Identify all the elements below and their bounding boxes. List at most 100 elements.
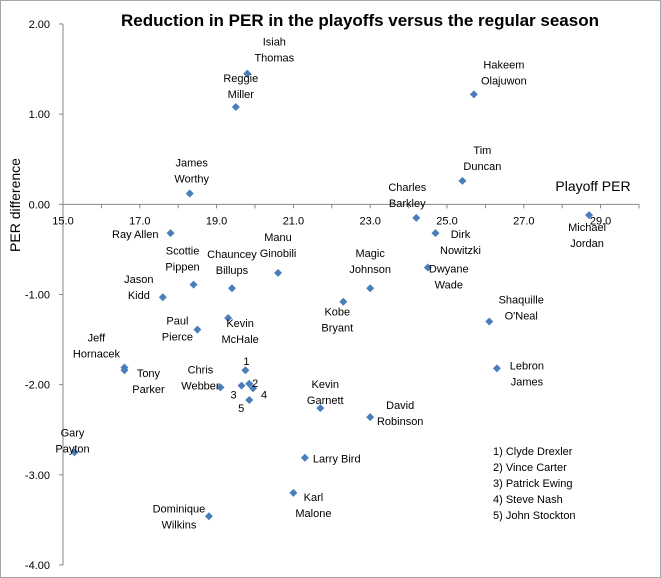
point-labels: Isiah Thomas Reggie Miller Hakeem Olajuwon Jam… xyxy=(55,37,606,532)
legend-entry: 5) John Stockton xyxy=(493,510,576,522)
point-label: Manu xyxy=(264,232,292,244)
x-tick-label: 25.0 xyxy=(436,215,457,227)
point-label: Tim xyxy=(473,145,491,157)
y-tick-label: -2.00 xyxy=(25,380,50,392)
point-label: 5 xyxy=(238,403,244,415)
point-label: Payton xyxy=(55,443,89,455)
point-label: Gary xyxy=(61,427,85,439)
point-label: Isiah xyxy=(263,37,286,49)
data-point xyxy=(185,189,194,198)
x-tick-label: 19.0 xyxy=(206,215,227,227)
data-point xyxy=(492,364,501,373)
x-axis-title: Playoff PER xyxy=(555,178,630,194)
data-point xyxy=(231,102,240,111)
y-axis-title: PER difference xyxy=(7,158,23,252)
x-tick-label: 21.0 xyxy=(283,215,304,227)
y-tick-label: 0.00 xyxy=(29,199,50,211)
point-label: Jordan xyxy=(570,238,604,250)
data-point xyxy=(204,512,213,521)
point-label: Billups xyxy=(216,265,249,277)
point-label: Jeff xyxy=(88,333,106,345)
y-tick-label: -1.00 xyxy=(25,290,50,302)
point-label: Ginobili xyxy=(260,248,297,260)
point-label: Dirk xyxy=(451,229,471,241)
data-point xyxy=(189,280,198,289)
data-point xyxy=(237,381,246,390)
data-point xyxy=(423,263,432,272)
data-point xyxy=(412,213,421,222)
point-label: Kevin xyxy=(312,379,340,391)
y-tick-label: -3.00 xyxy=(25,470,50,482)
point-label: Chris xyxy=(188,364,214,376)
point-label: Garnett xyxy=(307,395,344,407)
legend-entry: 4) Steve Nash xyxy=(493,494,563,506)
point-label: Ray Allen xyxy=(112,229,158,241)
point-label: McHale xyxy=(221,334,258,346)
data-point xyxy=(227,284,236,293)
data-point xyxy=(166,229,175,238)
point-label: Scottie xyxy=(166,246,200,258)
point-label: Olajuwon xyxy=(481,75,527,87)
point-label: Shaquille xyxy=(499,295,544,307)
point-label: Bryant xyxy=(321,323,353,335)
point-label: Barkley xyxy=(389,198,426,210)
data-point xyxy=(366,284,375,293)
point-label: Larry Bird xyxy=(313,454,361,466)
x-tick-label: 17.0 xyxy=(129,215,150,227)
legend: 1) Clyde Drexler 2) Vince Carter 3) Patric… xyxy=(493,446,576,522)
legend-entry: 3) Patrick Ewing xyxy=(493,478,572,490)
point-label: O'Neal xyxy=(505,311,538,323)
data-point xyxy=(485,317,494,326)
data-point xyxy=(216,383,225,392)
point-label: James xyxy=(176,158,209,170)
data-point xyxy=(224,313,233,322)
point-label: 4 xyxy=(261,389,267,401)
data-point xyxy=(245,379,254,388)
x-tick-label: 29.0 xyxy=(590,215,611,227)
point-label: Thomas xyxy=(254,53,294,65)
point-label: Reggie xyxy=(223,73,258,85)
point-label: Webber xyxy=(181,380,220,392)
point-label: Paul xyxy=(166,316,188,328)
legend-entry: 2) Vince Carter xyxy=(493,462,567,474)
point-label: Karl xyxy=(304,492,324,504)
data-point xyxy=(366,413,375,422)
data-point xyxy=(289,488,298,497)
y-tick-label: -4.00 xyxy=(25,560,50,572)
point-label: Wilkins xyxy=(161,519,196,531)
x-tick-label: 15.0 xyxy=(52,215,73,227)
point-label: Charles xyxy=(388,182,426,194)
point-label: Jason xyxy=(124,274,153,286)
point-label: Tony xyxy=(137,368,161,380)
data-point xyxy=(316,404,325,413)
data-point xyxy=(70,448,79,457)
point-label: Johnson xyxy=(349,264,391,276)
chart-title: Reduction in PER in the playoffs versus … xyxy=(121,11,599,30)
point-label: Dwyane xyxy=(429,263,469,275)
data-point xyxy=(339,297,348,306)
point-label: David xyxy=(386,400,414,412)
point-label: Kidd xyxy=(128,290,150,302)
data-point xyxy=(120,366,129,375)
data-point xyxy=(245,395,254,404)
point-label: Robinson xyxy=(377,416,423,428)
data-point xyxy=(458,176,467,185)
data-point xyxy=(300,453,309,462)
data-point xyxy=(243,69,252,78)
data-point xyxy=(469,90,478,99)
point-label: Parker xyxy=(132,384,165,396)
data-point xyxy=(431,229,440,238)
point-label: 1 xyxy=(243,356,249,368)
point-label: Wade xyxy=(435,279,463,291)
point-label: Hornacek xyxy=(73,349,121,361)
point-label: Worthy xyxy=(174,174,209,186)
point-label: 3 xyxy=(230,390,236,402)
data-point xyxy=(585,211,594,220)
point-label: Kevin xyxy=(226,318,254,330)
point-label: Duncan xyxy=(463,161,501,173)
y-tick-label: 2.00 xyxy=(29,19,50,31)
x-tick-label: 27.0 xyxy=(513,215,534,227)
point-label: Pierce xyxy=(162,332,193,344)
point-label: Michael xyxy=(568,222,606,234)
